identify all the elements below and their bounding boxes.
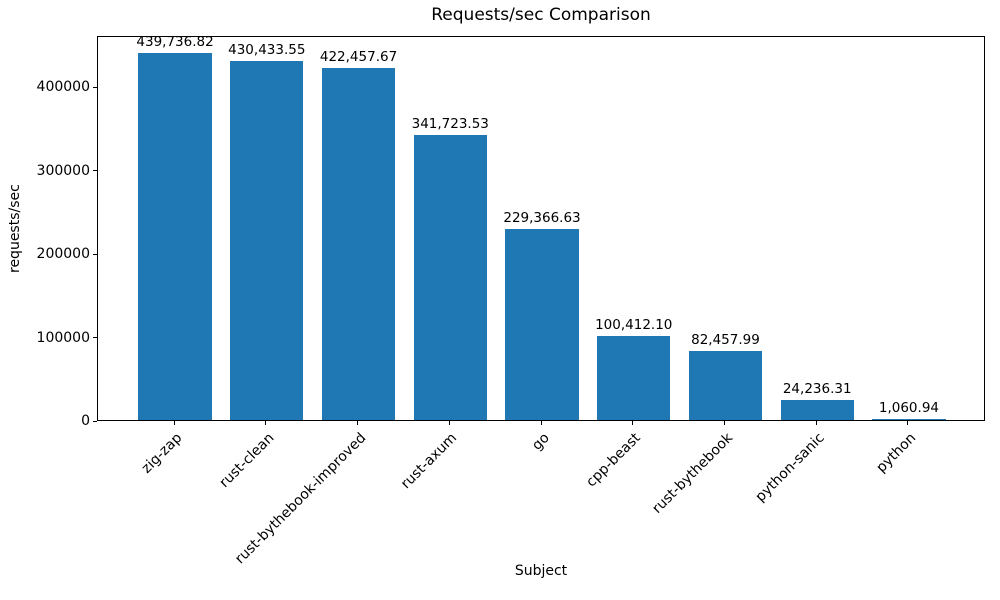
chart-title: Requests/sec Comparison [431, 5, 651, 25]
x-tick-mark [907, 421, 909, 425]
bar-value-label: 341,723.53 [411, 116, 489, 133]
bar-value-label: 82,457.99 [691, 332, 760, 349]
bar-zig-zap [138, 53, 212, 420]
y-tick-label: 400000 [36, 79, 90, 96]
y-axis-tick-labels: 0 100000 200000 300000 400000 [0, 36, 90, 429]
x-tick-mark [723, 421, 725, 425]
x-tick-label-rust-axum: rust-axum [398, 430, 461, 493]
bar-value-label: 439,736.82 [136, 34, 214, 51]
bar-rust-bythebook [688, 351, 763, 420]
bar-value-label: 24,236.31 [782, 380, 852, 397]
bar-go [505, 228, 579, 420]
bar-value-label: 430,433.55 [228, 42, 306, 59]
x-tick-label-cpp-beast: cpp-beast [583, 430, 645, 491]
y-tick-mark [93, 253, 97, 255]
bar-value-label: 422,457.67 [319, 48, 398, 65]
bar-rust-bythebook-improved [321, 67, 396, 420]
y-tick-mark [93, 337, 97, 339]
bar-rust-axum [413, 135, 487, 420]
x-tick-mark [632, 421, 634, 425]
y-tick-label: 200000 [36, 246, 90, 263]
x-tick-label-zig-zap: zig-zap [138, 430, 186, 477]
x-tick-label-python: python [873, 430, 920, 476]
y-tick-label: 0 [81, 413, 90, 429]
x-tick-mark [265, 421, 267, 425]
bar-rust-clean [230, 61, 304, 420]
plot-area: 439,736.82 430,433.55 422,457.67 341,723.53… [97, 34, 985, 421]
x-tick-mark [173, 421, 175, 425]
x-tick-mark [540, 421, 542, 425]
x-tick-label-go: go [528, 430, 553, 454]
bar-value-label: 1,060.94 [878, 400, 939, 416]
x-tick-mark [357, 421, 359, 425]
x-tick-label-python-sanic: python-sanic [752, 430, 828, 506]
y-tick-label: 300000 [36, 162, 90, 179]
bar-python-sanic [780, 399, 854, 420]
bar-cpp-beast [597, 336, 671, 420]
x-tick-label-rust-bythebook: rust-bythebook [648, 430, 736, 517]
y-axis-tick-marks [93, 36, 97, 422]
x-tick-label-rust-clean: rust-clean [216, 430, 278, 491]
x-axis-label: Subject [514, 563, 568, 579]
x-tick-mark [448, 421, 450, 425]
bar-value-label: 229,366.63 [503, 209, 581, 226]
y-tick-mark [93, 86, 97, 88]
y-tick-mark [93, 170, 97, 172]
bar-value-label: 100,412.10 [595, 317, 673, 334]
x-axis: zig-zap rust-clean rust-bythebook-improved… [97, 421, 985, 567]
bar-python [872, 419, 946, 420]
y-tick-label: 100000 [36, 329, 90, 346]
x-tick-mark [815, 421, 817, 425]
y-tick-mark [93, 420, 97, 422]
